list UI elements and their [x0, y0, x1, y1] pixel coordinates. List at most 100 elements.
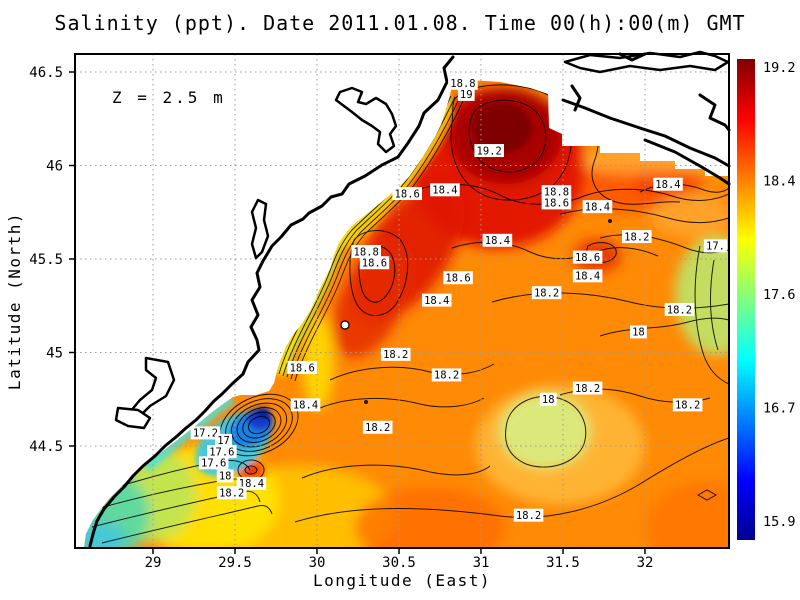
- x-tick-label: 31.5: [546, 555, 580, 571]
- contour-label-box: [531, 286, 562, 300]
- contour-label-box: [482, 233, 513, 247]
- contour-label-box: [630, 325, 647, 339]
- contour-label: 18.2: [383, 349, 408, 361]
- contour-label-box: [351, 245, 381, 259]
- contour-label: 18.6: [395, 188, 420, 200]
- contour-label: 18.2: [434, 370, 459, 382]
- contour-label-box: [216, 486, 247, 500]
- data-hole: [340, 320, 350, 330]
- colorbar-tick-label: 15.9: [763, 514, 796, 530]
- contour-label-box: [541, 185, 572, 199]
- peninsula-finger: [250, 198, 270, 260]
- tick-layer: 29 29.5 30 30.5 31 31.5 32 46.5 46 45.5 45 44.5: [29, 65, 653, 571]
- contour-label: 18.4: [293, 400, 318, 412]
- contour-label: 18.2: [219, 488, 244, 500]
- y-tick-label: 46.5: [29, 65, 63, 81]
- contour-label: 18.4: [585, 201, 610, 213]
- contour-label-box: [474, 144, 504, 158]
- contour-label: 18.4: [432, 185, 457, 197]
- contour-label-box: [653, 177, 683, 191]
- contour-label-box: [672, 398, 703, 412]
- contour-label: 18.2: [534, 287, 559, 299]
- contour-label-box: [421, 293, 452, 307]
- contour-label: 17.6: [201, 458, 226, 470]
- contour-label: 18.2: [365, 422, 390, 434]
- contour-label: 17.: [706, 241, 725, 253]
- contour-label-box: [572, 250, 603, 264]
- depth-annotation: Z = 2.5 m: [112, 88, 226, 107]
- contour-label: 18.2: [675, 400, 700, 412]
- contour-label: 18.2: [624, 231, 649, 243]
- contour-label-box: [513, 508, 544, 522]
- colorbar-gradient: [737, 59, 755, 540]
- x-tick-label: 29.5: [218, 555, 252, 571]
- contour-label: 18.4: [575, 271, 600, 283]
- colorbar-tick-label: 19.2: [763, 60, 796, 76]
- contour-label: 19: [460, 89, 473, 101]
- contour-label: 18.2: [667, 304, 692, 316]
- contour-label: 18.4: [485, 235, 510, 247]
- contour-label-box: [448, 76, 478, 90]
- x-tick-label: 30: [309, 555, 326, 571]
- contour-label-box: [190, 426, 221, 440]
- contour-label-box: [287, 360, 318, 374]
- contour-label-box: [207, 445, 237, 459]
- x-tick-label: 29: [145, 555, 162, 571]
- contour-label: 18.4: [655, 179, 680, 191]
- contour-label: 18.2: [575, 383, 600, 395]
- page-title: Salinity (ppt). Date 2011.01.08. Time 00…: [54, 11, 745, 35]
- contour-label-box: [431, 368, 462, 382]
- contour-label-box: [216, 469, 234, 483]
- contour-label: 18.6: [362, 258, 387, 270]
- contour-label: 18: [632, 327, 645, 339]
- contour-label-box: [664, 302, 695, 316]
- contour-label: 18: [219, 471, 232, 483]
- grid-layer: [75, 54, 729, 548]
- kinburn-spit: [561, 98, 731, 168]
- contour-label-box: [198, 456, 229, 470]
- colorbar-label-layer: 19.2 18.4 17.6 16.7 15.9: [763, 60, 796, 530]
- contour-label-box: [362, 420, 393, 434]
- contour-label: 18.6: [445, 273, 470, 285]
- contour-label: 18.8: [450, 78, 475, 90]
- contour-label-box: [392, 187, 422, 201]
- colorbar-tick-label: 18.4: [763, 174, 796, 190]
- coastline: [88, 50, 731, 548]
- x-tick-label: 31: [473, 555, 490, 571]
- contour-label: 17: [217, 435, 230, 447]
- contour-label-box: [430, 183, 460, 197]
- contour-label: 17.6: [209, 446, 234, 458]
- contour-label-box: [457, 87, 475, 101]
- contour-label-box: [290, 398, 321, 412]
- contour-label: 19.2: [477, 145, 502, 157]
- contour-label: 18.8: [544, 186, 569, 198]
- sea-field: [84, 80, 729, 548]
- colorbar-tick-label: 17.6: [763, 287, 796, 303]
- contour-label-box: [359, 256, 390, 270]
- contour-label-box: [622, 230, 652, 244]
- x-tick-label: 30.5: [382, 555, 416, 571]
- y-tick-label: 45: [46, 346, 63, 362]
- y-tick-label: 45.5: [29, 252, 63, 268]
- contour-label-box: [380, 347, 411, 361]
- contour-label-box: [582, 200, 613, 214]
- contour-label: 18.8: [354, 246, 379, 258]
- contour-label-box: [572, 269, 603, 283]
- colorbar: [737, 59, 755, 540]
- lagoon-lower: [114, 406, 152, 430]
- plot-frame: [74, 53, 730, 549]
- y-axis-label: Latitude (North): [5, 212, 24, 390]
- contour-lines: [84, 80, 729, 544]
- contour-label: 18.4: [424, 295, 449, 307]
- y-tick-label: 46: [46, 159, 63, 175]
- contour-label-box: [539, 392, 557, 406]
- contour-label: 18.2: [516, 510, 541, 522]
- spit-island: [334, 86, 398, 154]
- colorbar-tick-label: 16.7: [763, 401, 796, 417]
- contour-label: 18: [542, 394, 555, 406]
- contour-label-box: [215, 433, 232, 447]
- y-tick-label: 44.5: [29, 439, 63, 455]
